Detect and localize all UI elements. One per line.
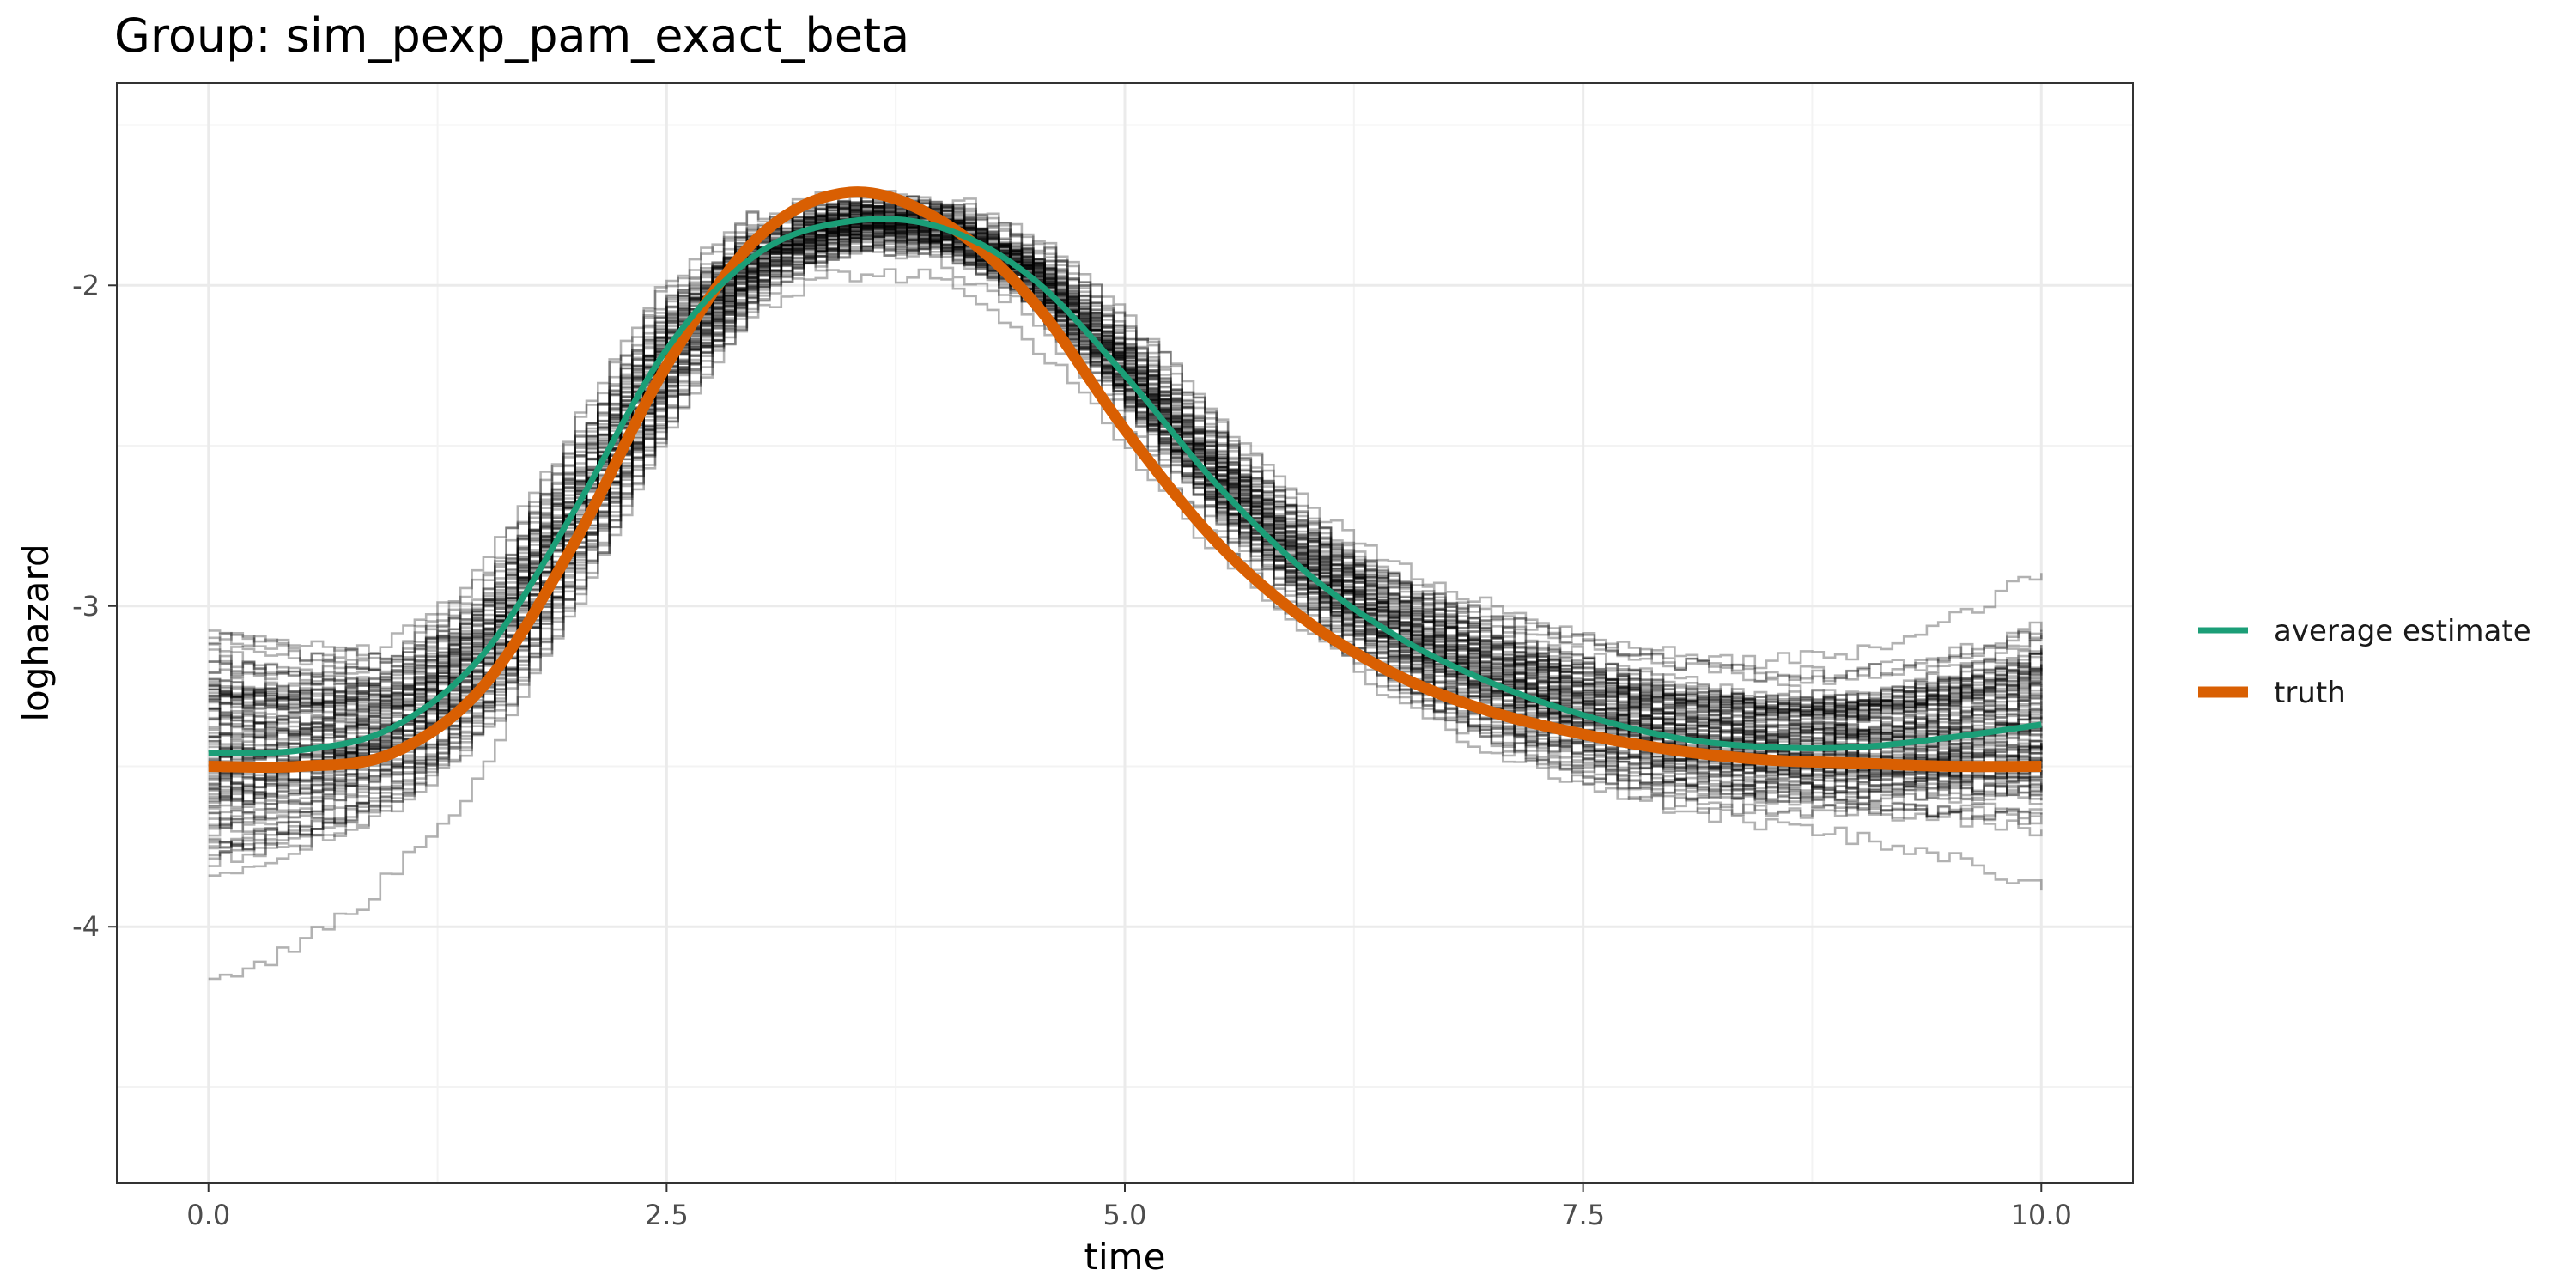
legend-label: truth [2274,676,2346,710]
replicate-line [208,200,2043,721]
replicate-line [208,234,2043,848]
replicate-line [208,232,2043,852]
grid-major [117,83,2133,1183]
replicate-line [208,207,2043,764]
replicate-line [208,197,2043,757]
replicate-line [208,204,2043,730]
replicate-line [208,201,2043,747]
replicate-line [208,223,2043,829]
replicate-line [208,211,2043,762]
replicate-line [208,208,2043,750]
replicate-line [208,220,2043,765]
y-tick-label: -3 [72,590,100,623]
x-tick-label: 2.5 [645,1199,689,1231]
replicate-line [208,209,2043,750]
replicate-line [208,197,2043,742]
replicate-line [208,199,2043,718]
replicate-line [208,204,2043,744]
replicate-line [208,210,2043,750]
replicate-line [208,212,2043,761]
replicate-line [208,207,2043,718]
replicate-line [208,209,2043,793]
replicate-line [208,211,2043,796]
y-axis: -4 -3 -2 [72,269,117,943]
replicate-line [208,212,2043,754]
replicate-line [208,217,2043,781]
replicate-line [208,218,2043,766]
replicate-line [208,234,2042,836]
x-tick-label: 7.5 [1561,1199,1605,1231]
replicate-line [208,204,2043,739]
replicate-line [208,214,2043,837]
replicate-line [208,217,2043,757]
replicate-line [208,234,2043,837]
plot-panel [116,82,2134,1184]
x-tick-label: 10.0 [2011,1199,2072,1231]
replicate-line [208,210,2043,745]
replicate-line [208,197,2043,712]
replicate-line [208,198,2043,716]
y-tick-label: -2 [72,269,100,301]
legend-label: average estimate [2274,614,2531,648]
average-estimate-line [208,216,2042,757]
replicate-line [208,268,2043,981]
replicate-line [208,191,2043,734]
replicate-line [208,190,2043,739]
replicate-line [208,213,2043,725]
y-axis-title: loghazard [15,544,57,721]
replicate-line [208,227,2043,867]
replicate-line [208,205,2043,750]
replicate-line [208,200,2043,760]
replicate-line [208,240,2043,822]
series-lines [208,186,2042,774]
replicate-line [208,192,2043,713]
replicate-line [208,240,2043,850]
y-tick-label: -4 [72,910,100,943]
replicate-line [208,241,2043,891]
x-axis: 0.0 2.5 5.0 7.5 10.0 [186,1183,2072,1231]
replicate-line [208,206,2043,741]
chart-title: Group: sim_pexp_pam_exact_beta [114,9,909,63]
replicate-line [208,219,2043,808]
replicate-line [208,194,2043,688]
x-tick-label: 0.0 [186,1199,230,1231]
replicate-line [208,194,2043,722]
replicate-line [208,201,2043,750]
x-tick-label: 5.0 [1103,1199,1147,1231]
replicate-line [208,222,2042,802]
x-axis-title: time [1084,1236,1166,1278]
replicate-line [208,191,2043,725]
legend: average estimate truth [2198,614,2531,710]
truth-line [208,186,2042,774]
